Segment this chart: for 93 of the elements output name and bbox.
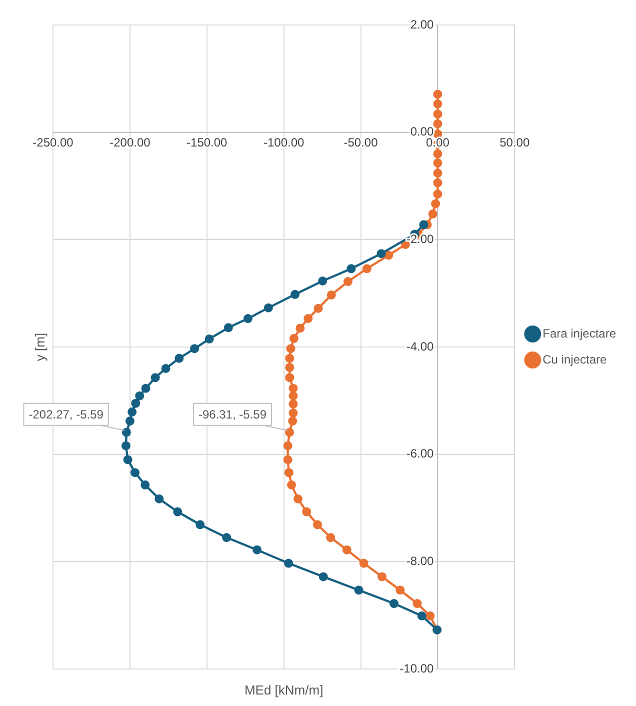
point — [419, 220, 428, 230]
x-tick-label: -200.00 — [110, 136, 151, 150]
point — [140, 480, 150, 490]
annotation: -96.31, -5.59 — [198, 408, 267, 422]
point — [346, 264, 356, 274]
point — [412, 599, 422, 608]
point — [141, 384, 150, 393]
x-tick-label: 50.00 — [500, 136, 530, 150]
legend-label: Cu injectare — [542, 352, 607, 366]
point — [428, 209, 438, 218]
point — [150, 373, 160, 382]
point — [121, 441, 130, 450]
point — [288, 408, 298, 418]
y-tick-label: -6.00 — [406, 446, 434, 461]
point — [288, 399, 298, 408]
point — [431, 199, 440, 208]
point — [128, 407, 137, 416]
y-tick-label: -4.00 — [406, 339, 434, 354]
y-tick-label: -10.00 — [400, 661, 434, 676]
point — [243, 314, 252, 324]
point — [293, 494, 302, 504]
point — [174, 354, 184, 363]
point — [190, 344, 200, 354]
point — [154, 494, 164, 504]
point — [284, 558, 294, 568]
point — [122, 428, 131, 437]
point — [196, 520, 205, 530]
point — [252, 545, 262, 554]
x-tick-label: -250.00 — [32, 136, 74, 150]
point — [326, 290, 336, 300]
point — [433, 190, 442, 199]
point — [288, 416, 298, 426]
point — [343, 277, 352, 286]
point — [161, 364, 170, 373]
point — [290, 290, 300, 299]
point — [123, 455, 132, 464]
point — [135, 391, 144, 400]
point — [376, 249, 386, 258]
point — [264, 303, 273, 312]
point — [131, 398, 140, 408]
point — [433, 168, 442, 178]
point — [125, 416, 134, 426]
point — [285, 354, 294, 363]
point — [354, 586, 364, 595]
point — [318, 572, 328, 582]
point — [314, 304, 323, 313]
x-tick-label: -150.00 — [186, 136, 228, 150]
point — [433, 158, 442, 168]
point — [433, 99, 442, 108]
point — [433, 119, 442, 128]
point — [130, 468, 140, 478]
point — [284, 468, 294, 478]
x-tick-label: -50.00 — [344, 136, 378, 150]
point — [326, 533, 336, 542]
y-tick-label: -8.00 — [406, 554, 434, 568]
point — [284, 428, 294, 437]
point — [204, 334, 214, 344]
point — [287, 480, 296, 490]
point — [304, 314, 313, 324]
point — [433, 178, 442, 188]
point — [173, 507, 182, 516]
point — [359, 558, 368, 568]
point — [426, 611, 435, 620]
point — [313, 520, 322, 530]
point — [296, 324, 305, 333]
point — [417, 611, 426, 620]
annotation: -202.27, -5.59 — [28, 408, 104, 422]
point — [283, 455, 292, 464]
point — [285, 373, 294, 382]
point — [342, 545, 352, 554]
point — [288, 391, 298, 400]
point — [433, 110, 442, 119]
x-tick-label: -100.00 — [263, 136, 304, 150]
point — [433, 90, 442, 99]
y-tick-label: 0.00 — [410, 124, 434, 139]
y-tick-label: 2.00 — [410, 17, 434, 32]
point — [318, 276, 328, 286]
point — [224, 323, 233, 332]
point — [396, 586, 405, 595]
y-axis-title: y [m] — [32, 332, 48, 362]
point — [362, 264, 372, 274]
point — [222, 533, 232, 542]
point — [286, 344, 296, 354]
point — [302, 507, 312, 516]
point — [285, 362, 294, 372]
point — [389, 599, 398, 608]
legend-label: Fara injectare — [542, 326, 616, 340]
x-axis-title: MEd [kNm/m] — [244, 682, 324, 698]
point — [377, 572, 386, 582]
point — [288, 384, 298, 393]
point — [433, 149, 442, 158]
point — [283, 441, 292, 450]
point — [289, 334, 298, 343]
